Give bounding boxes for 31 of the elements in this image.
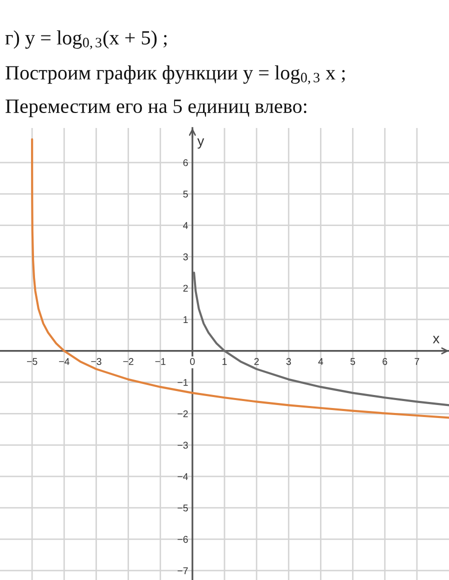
y-tick-label: 4 xyxy=(183,222,188,229)
x-tick-label: 5 xyxy=(350,358,356,365)
x-tick-label: 2 xyxy=(254,358,259,365)
x-tick-label: 0 xyxy=(190,358,195,365)
y-tick-label: −6 xyxy=(178,536,188,543)
y-tick-label: −1 xyxy=(178,379,188,386)
x-tick-label: 6 xyxy=(382,358,388,365)
y-tick-label: 6 xyxy=(183,159,188,166)
y-tick-label: −4 xyxy=(178,473,188,480)
text: Переместим его на 5 единиц влево: xyxy=(6,100,306,118)
chart-title: г) y = log$_{0,3}$(x + 5) ; xyxy=(5,30,167,50)
y-tick-label: −3 xyxy=(178,442,188,449)
x-tick-label: −1 xyxy=(155,358,166,365)
x-tick-label: 3 xyxy=(286,358,291,365)
x-tick-label: −3 xyxy=(91,358,102,365)
y-tick-label: −5 xyxy=(178,504,188,512)
y-tick-label: −2 xyxy=(178,410,188,418)
x-tick-label: −5 xyxy=(27,358,38,365)
x-tick-label: 4 xyxy=(318,358,324,365)
y-tick-label: 3 xyxy=(183,253,188,260)
y-tick-label: 1 xyxy=(184,316,188,323)
y-tick-label: 2 xyxy=(183,284,188,292)
x-tick-label: −4 xyxy=(59,358,70,365)
chart-subtitle: Построим график функции y = log$_{0,3}$ x ; xyxy=(6,65,345,84)
x-axis-title: x xyxy=(432,336,440,344)
x-tick-label: −2 xyxy=(123,358,134,365)
x-tick-label: 7 xyxy=(414,358,420,365)
y-tick-label: −7 xyxy=(178,567,188,574)
y-axis-title: y xyxy=(197,138,204,149)
x-tick-label: 1 xyxy=(222,358,227,365)
y-tick-label: 5 xyxy=(183,190,188,198)
